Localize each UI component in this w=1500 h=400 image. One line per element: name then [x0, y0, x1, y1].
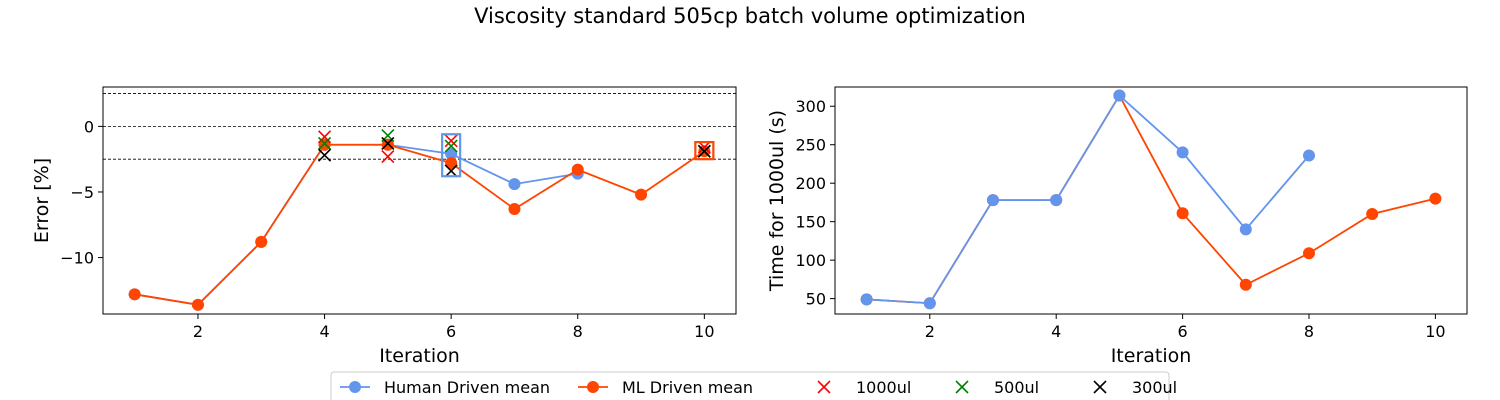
volume-point-300ul-stroke-b: [697, 144, 711, 158]
series-line: [866, 94, 1310, 305]
volume-point-1000ul: [444, 134, 458, 148]
series-point: [255, 235, 268, 248]
x-tick-label: 10: [694, 322, 714, 341]
series-point: [1176, 146, 1189, 159]
legend-marker: [587, 381, 599, 393]
series-point: [1239, 278, 1252, 291]
volume-point-300ul: [317, 148, 332, 162]
figure-title: Viscosity standard 505cp batch volume op…: [474, 4, 1026, 28]
x-tick-label: 4: [1051, 322, 1061, 341]
x-tick-label: 8: [1304, 322, 1314, 341]
y-axis-label: Time for 1000ul (s): [766, 110, 788, 292]
x-tick-label: 2: [925, 322, 935, 341]
x-axis-label: Iteration: [379, 345, 460, 367]
volume-point-1000ul: [317, 130, 332, 144]
legend-marker-stroke-b: [1093, 380, 1107, 394]
volume-point-1000ul-stroke-b: [697, 140, 711, 154]
x-tick-label: 2: [193, 322, 203, 341]
legend-label: 1000ul: [856, 378, 911, 397]
x-tick-label: 8: [573, 322, 583, 341]
legend-marker: [1093, 380, 1107, 394]
series-point: [381, 138, 394, 151]
volume-point-1000ul: [697, 140, 711, 154]
volume-point-300ul: [444, 164, 458, 178]
volume-point-300ul: [381, 136, 395, 150]
y-axis-label: Error [%]: [31, 158, 53, 243]
y-tick-label: 150: [795, 213, 826, 232]
legend-marker-stroke-b: [817, 380, 831, 394]
volume-point-500ul-stroke-b: [317, 136, 332, 150]
series-point: [1303, 149, 1315, 162]
volume-point-1000ul-stroke-b: [381, 149, 395, 164]
x-tick-label: 6: [446, 322, 456, 341]
plot-frame: [102, 86, 737, 315]
x-tick-label: 4: [319, 322, 329, 341]
volume-point-1000ul-stroke-b: [317, 130, 332, 144]
series-point: [571, 163, 584, 176]
y-tick-label: −10: [60, 249, 94, 268]
y-tick-label: 300: [795, 97, 826, 116]
highlight-box: [441, 133, 462, 178]
volume-point-500ul-stroke-b: [444, 139, 458, 153]
volume-point-500ul: [444, 139, 458, 153]
series-point: [508, 178, 521, 191]
series-point: [445, 147, 458, 160]
volume-point-300ul-stroke-b: [381, 136, 395, 150]
series-point: [1303, 247, 1315, 260]
time-plot: 2 4 6 8 10 50 100 150 200 250 300 Iteration Time for…: [766, 86, 1468, 367]
legend-marker: [349, 381, 361, 393]
series-point: [128, 288, 141, 301]
series-point: [1366, 207, 1379, 220]
legend-marker: [817, 380, 831, 394]
series-point: [445, 157, 458, 170]
volume-point-300ul-stroke-b: [444, 164, 458, 178]
volume-point-1000ul: [381, 149, 395, 164]
x-axis-label: Iteration: [1111, 345, 1192, 367]
series-point: [987, 194, 999, 207]
y-tick-label: 200: [795, 174, 826, 193]
series-point: [1113, 89, 1126, 102]
y-tick-label: −5: [70, 183, 94, 202]
series-point: [860, 293, 873, 306]
y-tick-label: 50: [806, 290, 826, 309]
series-point: [1239, 223, 1252, 236]
legend-marker: [955, 380, 969, 394]
volume-point-300ul-stroke-b: [317, 148, 332, 162]
series-point: [318, 138, 331, 151]
error-plot: 2 4 6 8 10 0 −5 −10 Iteration Error [%]: [31, 86, 737, 367]
series-point: [923, 297, 936, 310]
volume-point-1000ul-stroke-b: [444, 134, 458, 148]
series-line: [134, 143, 578, 306]
legend: Human Driven mean ML Driven mean 1000ul 500…: [330, 371, 1177, 400]
series-point: [635, 188, 648, 201]
y-tick-label: 0: [84, 117, 94, 136]
x-tick-label: 10: [1425, 322, 1445, 341]
legend-box: [330, 371, 1170, 400]
series-point: [191, 298, 204, 311]
series-point: [1429, 192, 1442, 205]
volume-point-500ul: [317, 136, 332, 150]
series-line: [866, 93, 1436, 305]
x-tick-label: 6: [1178, 322, 1188, 341]
legend-marker-stroke-b: [955, 380, 969, 394]
series-point: [1050, 194, 1063, 207]
series-point: [1176, 207, 1189, 220]
plot-frame: [834, 86, 1468, 315]
y-tick-label: 100: [795, 251, 826, 270]
legend-label: 300ul: [1132, 378, 1177, 397]
series-point: [508, 203, 521, 216]
legend-label: Human Driven mean: [384, 378, 550, 397]
legend-label: 500ul: [994, 378, 1039, 397]
y-tick-label: 250: [795, 136, 826, 155]
series-line: [134, 143, 705, 306]
highlight-box: [694, 141, 715, 161]
legend-label: ML Driven mean: [622, 378, 753, 397]
volume-point-300ul: [697, 144, 711, 158]
